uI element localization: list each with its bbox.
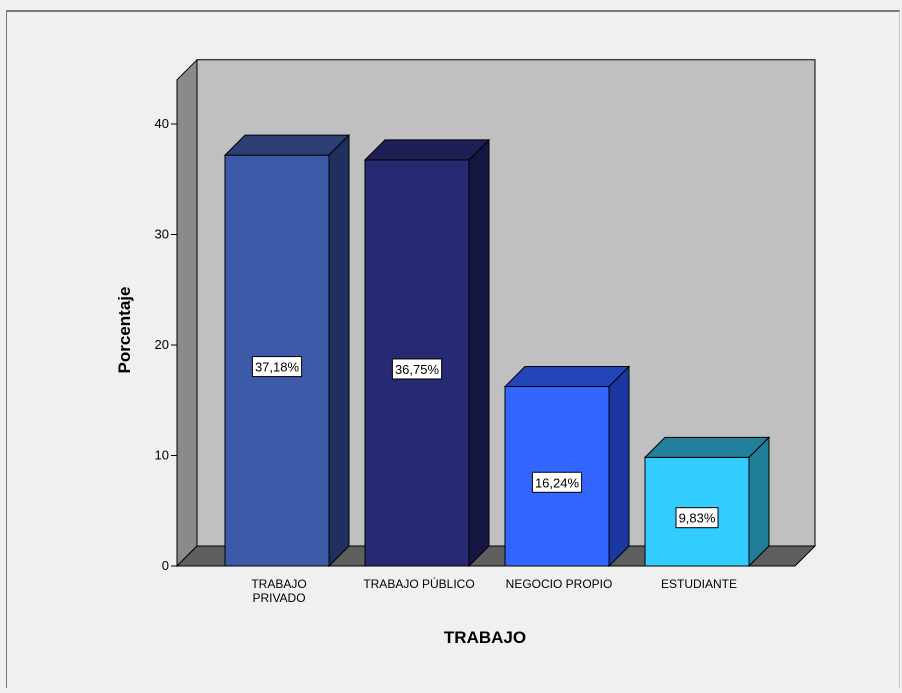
y-tick-label: 20 [155, 337, 169, 352]
x-tick-label-line: PRIVADO [252, 591, 305, 605]
bar-2 [363, 138, 491, 568]
data-label-box [391, 358, 443, 380]
bar-top [643, 436, 771, 458]
data-label-box [531, 471, 583, 493]
data-label-text: 37,18% [255, 360, 300, 375]
y-tick-label: 30 [155, 227, 169, 242]
x-tick-label: TRABAJO PÚBLICO [363, 576, 474, 591]
data-label-text: 16,24% [535, 475, 580, 490]
chart-frame: 0 10 20 30 40 37,18% TRABAJO PRIVADO 36,75% TRAB… [6, 10, 900, 688]
data-label-text: 36,75% [395, 362, 440, 377]
y-axis-title: Porcentaje [115, 287, 134, 374]
bar-top [363, 139, 491, 161]
x-axis-title: TRABAJO [444, 628, 526, 647]
bar-top [503, 366, 631, 388]
side-wall [176, 58, 198, 568]
y-tick-label: 0 [162, 558, 169, 573]
bar-4 [643, 436, 771, 568]
data-label-2: 36,75% [391, 358, 443, 380]
x-tick-label-line: TRABAJO [251, 577, 306, 591]
bar-side [608, 365, 630, 568]
data-label-text: 9,83% [679, 511, 716, 526]
bar-side [748, 436, 770, 568]
x-tick-label: TRABAJO PRIVADO [251, 577, 306, 605]
x-tick-label: NEGOCIO PROPIO [506, 577, 613, 591]
data-label-1: 37,18% [251, 356, 303, 378]
x-tick-label-line: ESTUDIANTE [661, 577, 737, 591]
y-tick-label: 10 [155, 448, 169, 463]
bar-1 [223, 133, 351, 568]
data-label-4: 9,83% [675, 507, 719, 529]
data-label-box [251, 356, 303, 378]
bar-side [468, 138, 490, 568]
bar-top [223, 134, 351, 156]
data-label-3: 16,24% [531, 471, 583, 493]
data-label-box [675, 507, 719, 529]
x-tick-label-line: TRABAJO PÚBLICO [363, 576, 474, 591]
bar-side [328, 133, 350, 568]
bar-3 [503, 365, 631, 568]
y-tick-label: 40 [155, 116, 169, 131]
x-tick-label: ESTUDIANTE [661, 577, 737, 591]
x-tick-label-line: NEGOCIO PROPIO [506, 577, 613, 591]
